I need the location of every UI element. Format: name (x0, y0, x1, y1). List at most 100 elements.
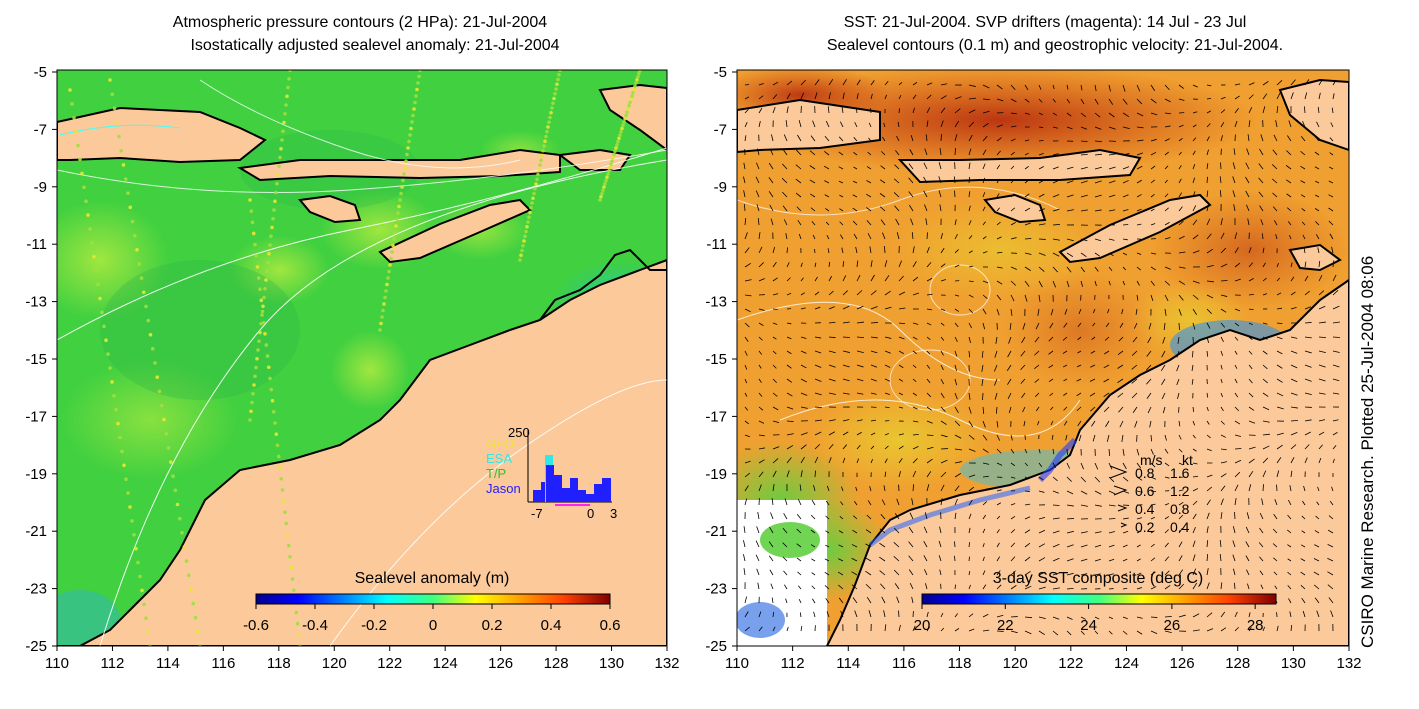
right-lat-tick-label: -13 (705, 294, 727, 311)
right-lon-tick-label: 116 (892, 655, 916, 672)
right-lon-tick-label: 122 (1058, 655, 1083, 672)
sst-colorbar-tick-label: 22 (997, 617, 1014, 634)
velocity-unit-kt: kt (1182, 452, 1193, 468)
left-lat-tick-label: -25 (25, 638, 47, 655)
left-sealevel-map (57, 70, 667, 646)
java-island (57, 106, 267, 164)
velocity-row1-kt: 1.6 (1170, 465, 1190, 481)
right-lon-tick-label: 110 (725, 655, 749, 672)
left-map-axes: 110 112 114 116 118 120 122 124 126 128 130 132 -5 -7… (25, 64, 679, 672)
left-map-title-line1: Atmospheric pressure contours (2 HPa): 2… (172, 14, 548, 31)
australia-land-right (825, 278, 1349, 646)
velocity-row3-ms: 0.4 (1135, 501, 1155, 517)
australia-land (57, 258, 667, 646)
legend-esa: ESA (486, 451, 512, 466)
left-lat-tick-label: -5 (34, 64, 47, 81)
velocity-row4-ms: 0.2 (1135, 519, 1155, 535)
velocity-row4-kt: 0.4 (1170, 519, 1190, 535)
sealevel-colorbar-tick-label: 0 (429, 617, 437, 634)
left-lon-tick-label: 124 (433, 655, 458, 672)
left-lat-tick-label: -19 (25, 466, 47, 483)
histogram-xtick-max: 3 (610, 506, 617, 521)
sealevel-colorbar-tick-label: 0.4 (541, 617, 562, 634)
left-lat-tick-label: -11 (26, 236, 47, 253)
sealevel-colorbar-tick-label: 0.2 (482, 617, 503, 634)
right-lat-tick-label: -25 (705, 638, 727, 655)
left-lat-tick-label: -17 (25, 408, 47, 425)
sealevel-colorbar-tick-label: -0.2 (361, 617, 387, 634)
sst-colorbar: 3-day SST composite (deg C) 20 22 24 26 28 (914, 570, 1277, 634)
right-lon-tick-label: 126 (1170, 655, 1195, 672)
right-sst-map (737, 70, 1349, 646)
left-lon-tick-label: 118 (267, 655, 291, 672)
velocity-unit-ms: m/s (1140, 452, 1163, 468)
histogram-xtick-min: -7 (531, 506, 543, 521)
lesser-sunda-right (897, 148, 1142, 184)
right-lat-tick-label: -5 (714, 64, 727, 81)
left-lon-tick-label: 130 (599, 655, 624, 672)
sst-colorbar-tick-label: 20 (914, 617, 931, 634)
histogram-xtick-zero: 0 (587, 506, 594, 521)
sealevel-colorbar-tick-label: 0.6 (600, 617, 621, 634)
right-lat-tick-label: -11 (706, 236, 727, 253)
left-lat-tick-label: -15 (25, 351, 47, 368)
geostrophic-velocity-arrows (743, 78, 1340, 636)
right-lat-tick-label: -15 (705, 351, 727, 368)
right-map-title-line2: Sealevel contours (0.1 m) and geostrophi… (826, 37, 1284, 54)
left-lat-tick-label: -23 (25, 581, 47, 598)
right-lat-tick-label: -21 (705, 523, 727, 540)
left-lon-tick-label: 132 (654, 655, 679, 672)
left-lon-tick-label: 120 (322, 655, 347, 672)
left-lon-tick-label: 122 (377, 655, 402, 672)
timor-island-right (1058, 193, 1212, 264)
left-lat-tick-label: -21 (25, 523, 47, 540)
right-lon-tick-label: 114 (836, 655, 860, 672)
right-lon-tick-label: 118 (948, 655, 972, 672)
right-lon-tick-label: 128 (1225, 655, 1250, 672)
right-lat-tick-label: -7 (714, 121, 727, 138)
sealevel-colorbar-tick-label: -0.4 (302, 617, 328, 634)
right-lon-tick-label: 120 (1003, 655, 1028, 672)
velocity-scale-legend: m/s kt 0.8 1.6 0.6 1.2 0.4 0.8 0.2 0.4 (1109, 452, 1193, 535)
sst-colorbar-label: 3-day SST composite (deg C) (993, 570, 1203, 587)
left-lat-tick-label: -9 (34, 179, 47, 196)
right-lat-tick-label: -19 (705, 466, 727, 483)
right-map-title-line1: SST: 21-Jul-2004. SVP drifters (magenta)… (843, 14, 1247, 31)
velocity-row1-ms: 0.8 (1135, 465, 1155, 481)
sealevel-colorbar: Sealevel anomaly (m) -0.6 -0.4 -0.2 0 0.2 0.4… (243, 570, 620, 634)
right-lon-tick-label: 132 (1336, 655, 1361, 672)
left-lon-tick-label: 126 (488, 655, 513, 672)
left-lon-tick-label: 116 (211, 655, 235, 672)
velocity-row2-ms: 0.6 (1135, 483, 1155, 499)
left-lon-tick-label: 114 (156, 655, 180, 672)
left-lat-tick-label: -7 (34, 121, 47, 138)
lesser-sunda-islands (237, 148, 561, 182)
altimeter-data-histogram: 250 -7 0 3 GFO ESA T/P Jason (486, 425, 617, 521)
altimeter-tracks (68, 70, 642, 646)
right-lat-tick-label: -9 (714, 179, 727, 196)
sumba-island-right (983, 193, 1047, 224)
sst-colorbar-tick-label: 28 (1247, 617, 1264, 634)
legend-tp: T/P (486, 466, 506, 481)
sst-colorbar-tick-label: 24 (1080, 617, 1097, 634)
histogram-ymax-label: 250 (508, 425, 530, 440)
left-map-title-line2: Isostatically adjusted sealevel anomaly:… (190, 37, 560, 54)
plot-credit: CSIRO Marine Research. Plotted 25-Jul-20… (1358, 255, 1377, 648)
right-lon-tick-label: 124 (1114, 655, 1139, 672)
right-map-axes: 110 112 114 116 118 120 122 124 126 128 130 132 -5 -7… (705, 64, 1361, 672)
velocity-row3-kt: 0.8 (1170, 501, 1190, 517)
timor-island (378, 198, 532, 264)
sst-colorbar-tick-label: 26 (1164, 617, 1181, 634)
right-lat-tick-label: -17 (705, 408, 727, 425)
right-lon-tick-label: 130 (1281, 655, 1306, 672)
velocity-row2-kt: 1.2 (1170, 483, 1190, 499)
right-lon-tick-label: 112 (781, 655, 805, 672)
sealevel-colorbar-label: Sealevel anomaly (m) (355, 570, 510, 587)
left-lon-tick-label: 128 (544, 655, 569, 672)
legend-jason: Jason (486, 481, 521, 496)
sumba-island (298, 194, 362, 224)
left-lat-tick-label: -13 (25, 294, 47, 311)
right-lat-tick-label: -23 (705, 581, 727, 598)
left-lon-tick-label: 112 (100, 655, 124, 672)
